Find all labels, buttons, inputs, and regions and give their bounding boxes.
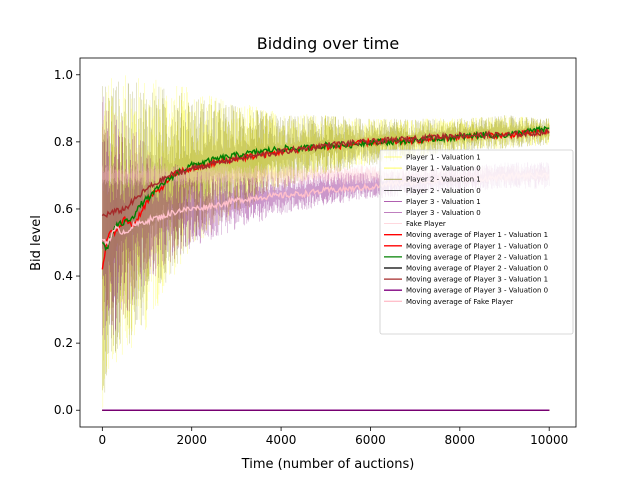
moving-average-line	[101, 128, 550, 218]
legend-label: Player 3 - Valuation 1	[406, 198, 481, 206]
legend-entry: Player 2 - Valuation 1	[384, 176, 481, 184]
legend-entry: Moving average of Player 3 - Valuation 1	[384, 276, 548, 284]
legend-label: Moving average of Player 2 - Valuation 0	[406, 265, 548, 273]
y-tick-label: 0.8	[54, 135, 73, 149]
legend-label: Moving average of Player 1 - Valuation 0	[406, 242, 548, 250]
y-tick-label: 0.6	[54, 202, 73, 216]
legend-entry: Player 2 - Valuation 0	[384, 187, 481, 195]
x-tick-label: 2000	[176, 433, 207, 447]
x-tick-label: 6000	[355, 433, 386, 447]
plot-frame	[79, 57, 577, 428]
x-tick-label: 8000	[445, 433, 476, 447]
legend-entry: Player 1 - Valuation 1	[384, 154, 481, 162]
x-axis: 0 2000 4000 6000 8000 10000	[99, 427, 568, 447]
x-axis-label: Time (number of auctions)	[241, 457, 415, 472]
legend: Player 1 - Valuation 1 Player 1 - Valuati…	[379, 149, 574, 335]
plot-area	[79, 57, 577, 428]
legend-label: Moving average of Player 3 - Valuation 0	[406, 287, 548, 295]
y-tick-label: 1.0	[54, 68, 73, 82]
legend-entry: Player 3 - Valuation 1	[384, 198, 481, 206]
y-axis: 0.0 0.2 0.4 0.6 0.8 1.0	[54, 68, 80, 417]
legend-entry: Moving average of Fake Player	[384, 298, 513, 306]
legend-entry: Moving average of Player 3 - Valuation 0	[384, 287, 548, 295]
legend-entry: Moving average of Player 1 - Valuation 0	[384, 242, 548, 250]
legend-label: Player 2 - Valuation 1	[406, 176, 481, 184]
legend-label: Player 1 - Valuation 0	[406, 165, 481, 173]
legend-label: Player 2 - Valuation 0	[406, 187, 481, 195]
y-tick-label: 0.2	[54, 336, 73, 350]
legend-entry: Moving average of Player 2 - Valuation 1	[384, 253, 548, 261]
legend-label: Moving average of Player 1 - Valuation 1	[406, 231, 548, 239]
legend-entry: Fake Player	[384, 220, 446, 228]
x-tick-label: 10000	[530, 433, 568, 447]
chart-title: Bidding over time	[257, 34, 399, 53]
legend-entry: Moving average of Player 2 - Valuation 0	[384, 265, 548, 273]
y-axis-label: Bid level	[29, 215, 44, 271]
legend-entry: Moving average of Player 1 - Valuation 1	[384, 231, 548, 239]
legend-label: Fake Player	[406, 220, 446, 228]
x-tick-label: 4000	[266, 433, 297, 447]
series-moving-average-of-player-3-valuation-1	[101, 128, 550, 218]
y-tick-label: 0.4	[54, 269, 73, 283]
legend-label: Player 3 - Valuation 0	[406, 209, 481, 217]
legend-entry: Player 3 - Valuation 0	[384, 209, 481, 217]
legend-label: Moving average of Player 3 - Valuation 1	[406, 276, 548, 284]
legend-entry: Player 1 - Valuation 0	[384, 165, 481, 173]
legend-label: Moving average of Fake Player	[406, 298, 513, 306]
x-tick-label: 0	[99, 433, 107, 447]
legend-box	[379, 149, 574, 335]
legend-label: Player 1 - Valuation 1	[406, 154, 481, 162]
legend-label: Moving average of Player 2 - Valuation 1	[406, 253, 548, 261]
y-tick-label: 0.0	[54, 403, 73, 417]
